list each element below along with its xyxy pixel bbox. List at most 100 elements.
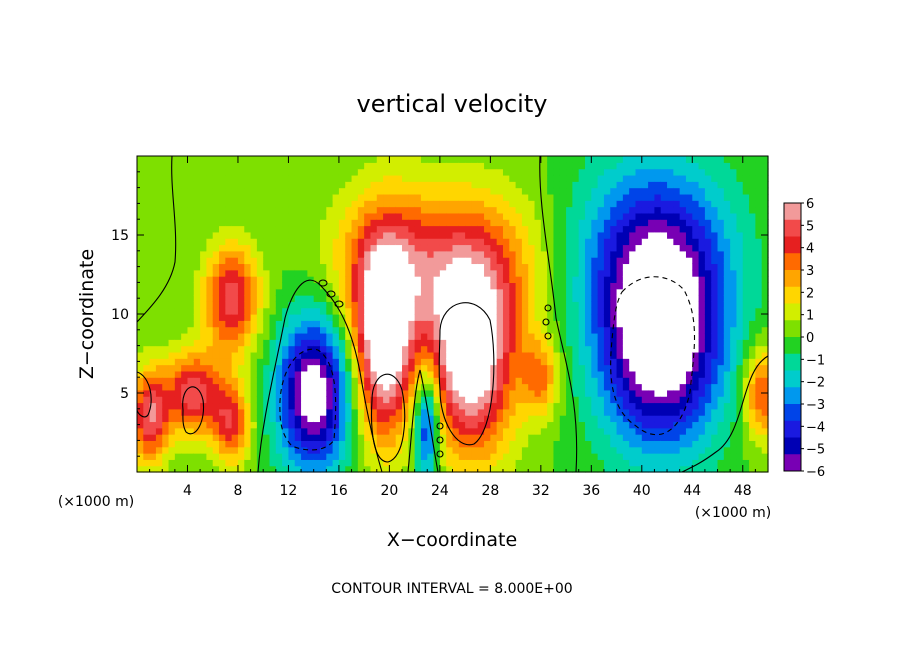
heat-cell: [629, 396, 637, 404]
heat-cell: [250, 434, 258, 441]
heat-cell: [395, 244, 403, 252]
heat-cell: [673, 295, 681, 302]
heat-cell: [736, 440, 744, 448]
heat-cell: [610, 358, 618, 366]
heat-cell: [338, 307, 346, 315]
heat-cell: [313, 465, 321, 473]
heat-cell: [162, 358, 170, 366]
heat-cell: [282, 162, 290, 170]
heat-cell: [433, 295, 441, 302]
heat-cell: [389, 415, 397, 423]
heat-cell: [667, 219, 674, 227]
heat-cell: [534, 427, 542, 435]
heat-cell: [174, 244, 182, 252]
heat-cell: [383, 383, 390, 391]
heat-cell: [742, 257, 750, 265]
heat-cell: [402, 231, 409, 239]
heat-cell: [667, 408, 674, 416]
heat-cell: [528, 364, 536, 372]
heat-cell: [433, 446, 441, 454]
heat-cell: [420, 453, 428, 460]
heat-cell: [364, 320, 372, 328]
heat-cell: [641, 446, 649, 454]
heat-cell: [364, 446, 372, 454]
heat-cell: [736, 377, 744, 385]
heat-cell: [357, 389, 365, 397]
heat-cell: [389, 162, 397, 170]
heat-cell: [534, 351, 542, 359]
heat-cell: [269, 168, 277, 176]
heat-cell: [742, 377, 750, 385]
heat-cell: [603, 250, 611, 258]
heat-cell: [673, 459, 681, 467]
heat-cell: [540, 332, 548, 340]
heat-cell: [319, 434, 327, 441]
heat-cell: [477, 219, 485, 227]
heat-cell: [515, 415, 523, 423]
heat-cell: [641, 427, 649, 435]
heat-cell: [704, 219, 712, 227]
heat-cell: [149, 257, 157, 265]
heat-cell: [414, 231, 422, 239]
heat-cell: [698, 301, 706, 309]
heat-cell: [515, 453, 523, 460]
heat-cell: [616, 200, 624, 208]
heat-cell: [357, 453, 365, 460]
heat-cell: [660, 269, 668, 277]
heat-cell: [673, 364, 681, 372]
heat-cell: [484, 339, 491, 347]
heat-cell: [622, 244, 630, 252]
heat-cell: [446, 181, 454, 189]
heat-cell: [490, 250, 498, 258]
heat-cell: [572, 408, 580, 416]
heat-cell: [275, 212, 283, 220]
heat-cell: [219, 408, 226, 416]
heat-cell: [383, 156, 390, 163]
heat-cell: [376, 332, 384, 340]
heat-cell: [427, 200, 435, 208]
heat-cell: [225, 358, 233, 366]
heat-cell: [187, 269, 195, 277]
heat-cell: [484, 295, 491, 302]
heat-cell: [496, 187, 504, 195]
heat-cell: [301, 364, 308, 372]
heat-cell: [559, 383, 567, 391]
heat-cell: [654, 187, 662, 195]
heat-cell: [597, 427, 605, 435]
heat-cell: [521, 377, 529, 385]
heat-cell: [149, 288, 157, 296]
heat-cell: [237, 238, 245, 246]
heat-cell: [452, 212, 460, 220]
heat-cell: [547, 389, 555, 397]
heat-cell: [269, 465, 277, 473]
heat-cell: [439, 415, 447, 423]
heat-cell: [730, 168, 738, 176]
heat-cell: [566, 168, 573, 176]
heat-cell: [540, 200, 548, 208]
heat-cell: [193, 459, 201, 467]
heat-cell: [572, 162, 580, 170]
heat-cell: [181, 358, 189, 366]
heat-cell: [313, 238, 321, 246]
heat-cell: [603, 181, 611, 189]
heat-cell: [578, 421, 586, 429]
heat-cell: [736, 459, 744, 467]
heat-cell: [149, 383, 157, 391]
heat-cell: [237, 351, 245, 359]
heat-cell: [673, 415, 681, 423]
heat-cell: [332, 402, 340, 410]
heat-cell: [200, 219, 208, 227]
heat-cell: [446, 301, 454, 309]
heat-cell: [477, 440, 485, 448]
heat-cell: [660, 465, 668, 473]
heat-cell: [622, 377, 630, 385]
heat-cell: [496, 358, 504, 366]
heat-cell: [370, 396, 378, 404]
heat-cell: [200, 434, 208, 441]
heat-cell: [742, 314, 750, 321]
heat-cell: [439, 269, 447, 277]
heat-cell: [282, 263, 290, 271]
heat-cell: [187, 301, 195, 309]
heat-cell: [155, 174, 163, 182]
heat-cell: [155, 453, 163, 460]
